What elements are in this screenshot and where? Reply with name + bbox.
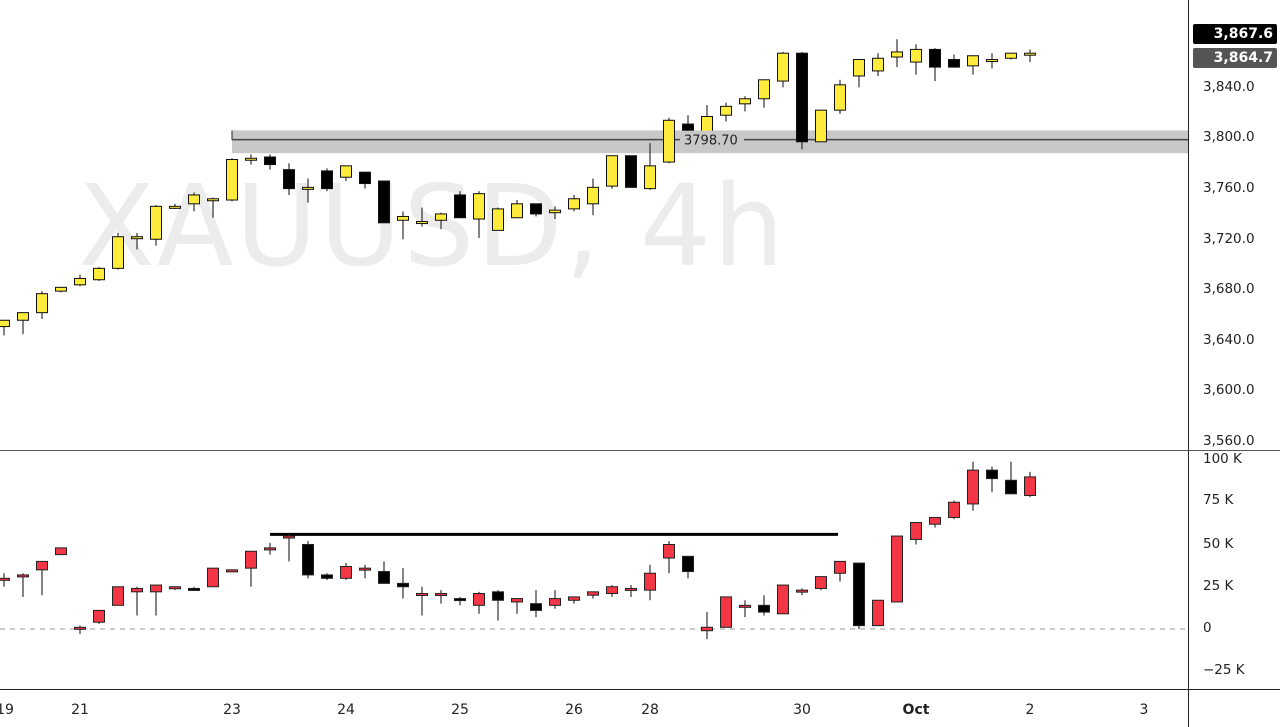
time-tick-label: 30 bbox=[793, 702, 811, 718]
indicator-tick-label: 50 K bbox=[1203, 536, 1234, 552]
time-tick-label: 3 bbox=[1139, 702, 1149, 718]
time-tick-label: 26 bbox=[565, 702, 583, 718]
pane-divider[interactable] bbox=[0, 450, 1280, 451]
price-axis[interactable]: 3,840.0 3,800.0 3,760.0 3,720.0 3,680.0 3,640… bbox=[1188, 0, 1280, 450]
price-tick-label: 3,560.0 bbox=[1203, 433, 1255, 449]
indicator-tick-label: 100 K bbox=[1203, 451, 1242, 467]
price-tick-label: 3,760.0 bbox=[1203, 180, 1255, 196]
time-tick-label: 23 bbox=[223, 702, 241, 718]
indicator-axis[interactable]: 100 K 75 K 50 K 25 K 0 −25 K bbox=[1188, 451, 1280, 689]
indicator-tick-label: 75 K bbox=[1203, 492, 1234, 508]
time-tick-label: Oct bbox=[902, 702, 930, 718]
price-tick-label: 3,720.0 bbox=[1203, 231, 1255, 247]
price-tick-label: 3,680.0 bbox=[1203, 281, 1255, 297]
price-chart-pane[interactable]: XAUUSD, 4h 3798.70 bbox=[0, 0, 1188, 450]
time-tick-label: 19 bbox=[0, 702, 14, 718]
indicator-tick-label: 25 K bbox=[1203, 578, 1234, 594]
time-tick-label: 2 bbox=[1025, 702, 1035, 718]
price-tick-label: 3,840.0 bbox=[1203, 79, 1255, 95]
price-tick-label: 3,800.0 bbox=[1203, 129, 1255, 145]
price-tick-label: 3,600.0 bbox=[1203, 382, 1255, 398]
axis-corner bbox=[1188, 689, 1280, 727]
price-candles: 3798.70 bbox=[0, 39, 1188, 336]
price-tick-label: 3,640.0 bbox=[1203, 332, 1255, 348]
last-price-tag: 3,867.6 bbox=[1193, 24, 1277, 44]
level-label: 3798.70 bbox=[684, 134, 738, 149]
indicator-candles bbox=[0, 461, 1188, 640]
time-tick-label: 25 bbox=[451, 702, 469, 718]
indicator-tick-label: 0 bbox=[1203, 620, 1212, 636]
indicator-pane[interactable] bbox=[0, 451, 1188, 689]
indicator-tick-label: −25 K bbox=[1203, 662, 1245, 678]
time-tick-label: 21 bbox=[71, 702, 89, 718]
time-axis[interactable]: 19 21 23 24 25 26 28 30 Oct 2 3 bbox=[0, 689, 1188, 727]
time-tick-label: 24 bbox=[337, 702, 355, 718]
prev-price-tag: 3,864.7 bbox=[1193, 48, 1277, 68]
time-tick-label: 28 bbox=[641, 702, 659, 718]
